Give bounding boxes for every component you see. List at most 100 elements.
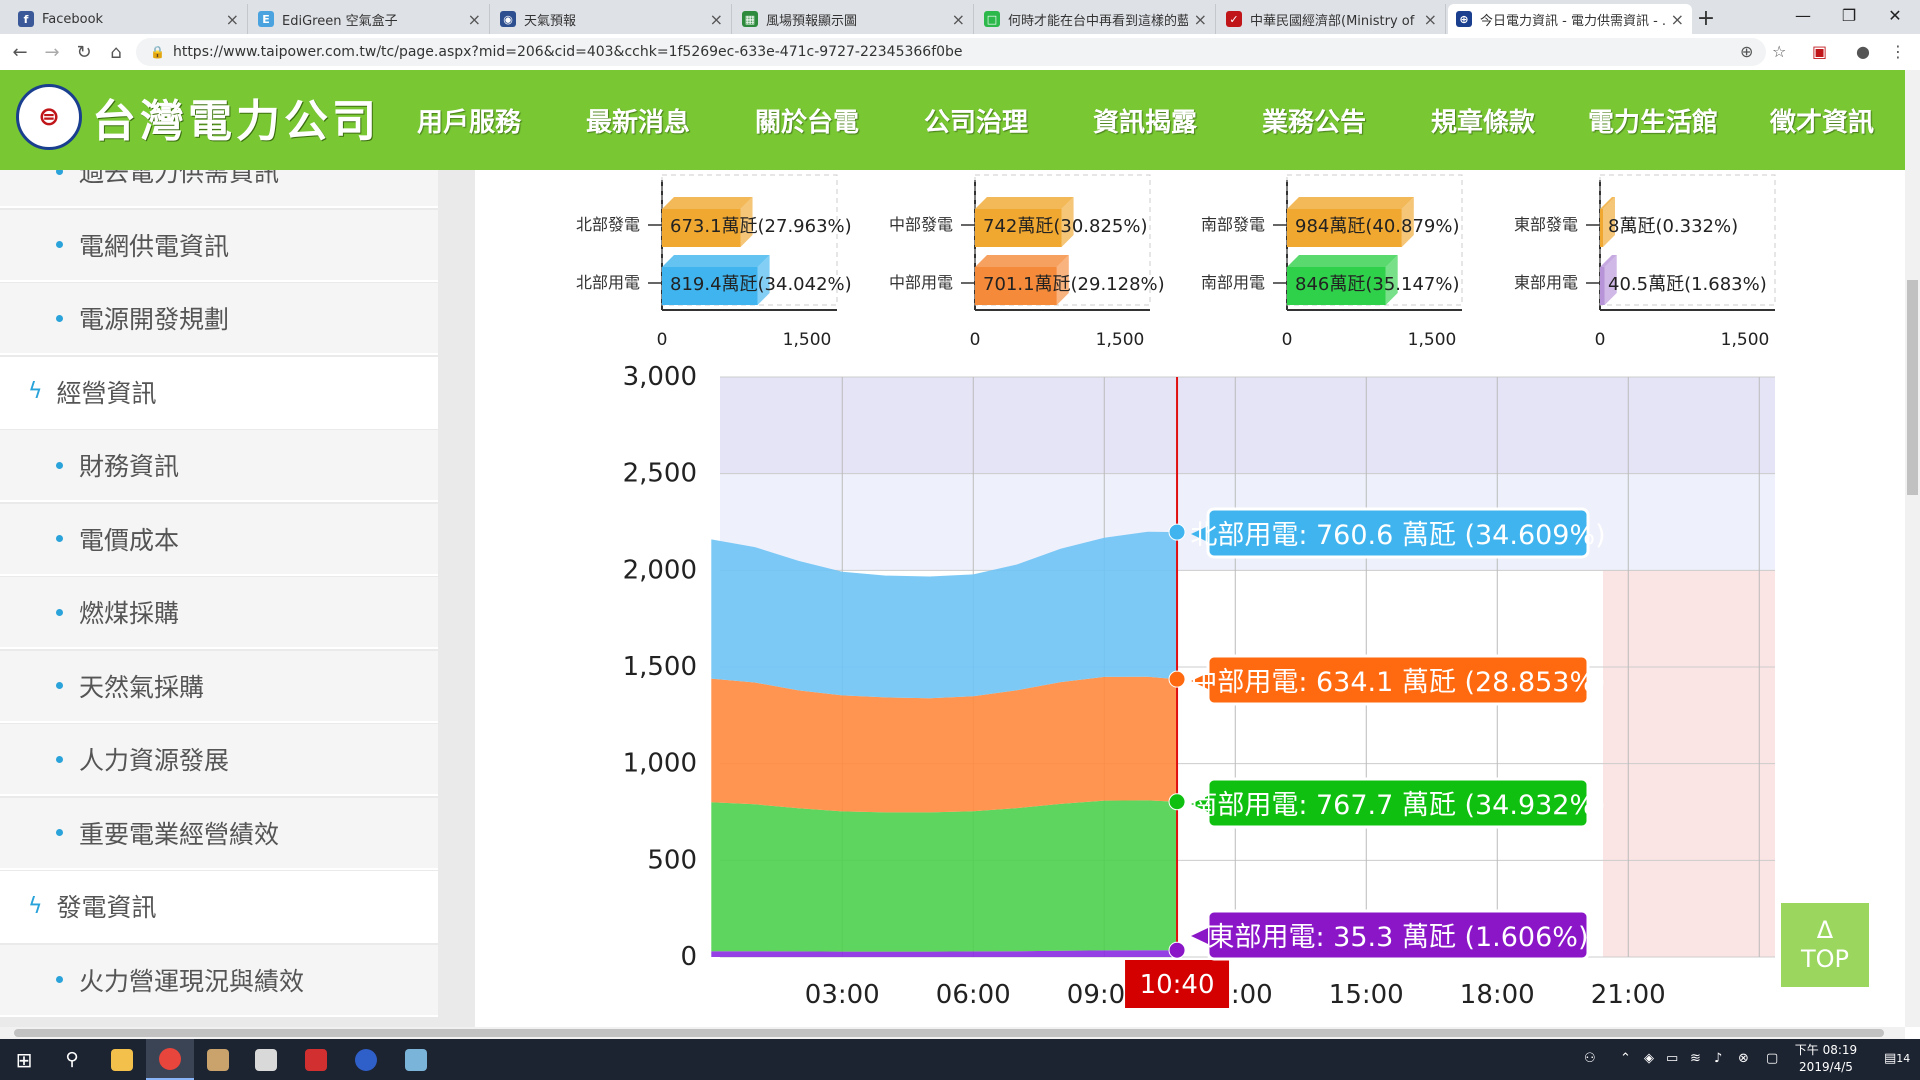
clock[interactable]: 下午 08:19 2019/4/5: [1790, 1042, 1862, 1076]
back-icon[interactable]: ←: [12, 41, 28, 63]
tray-chevron-icon[interactable]: ⌃: [1620, 1051, 1631, 1066]
site-header: [0, 70, 1920, 170]
app-doc-icon[interactable]: [392, 1039, 440, 1080]
bullet-icon: [56, 241, 63, 248]
sidebar-item[interactable]: 天然氣採購: [0, 650, 438, 723]
tray-close-icon[interactable]: ⊗: [1738, 1051, 1749, 1066]
bar-tick-label: 1,500: [1096, 330, 1145, 350]
nav-item[interactable]: 關於台電: [755, 108, 860, 138]
bookmark-star-icon[interactable]: ☆: [1772, 42, 1787, 61]
nav-item[interactable]: 電力生活館: [1588, 108, 1719, 138]
app-blue-circle-icon[interactable]: [342, 1039, 390, 1080]
volume-icon[interactable]: ♪: [1714, 1051, 1723, 1066]
battery-icon[interactable]: ▭: [1666, 1051, 1679, 1066]
app-red-icon[interactable]: [292, 1039, 340, 1080]
y-tick-label: 1,500: [623, 652, 697, 682]
tooltip-text: 東部用電: 35.3 萬瓩 (1.606%): [1208, 922, 1589, 953]
close-window-button[interactable]: ✕: [1888, 5, 1902, 25]
bar-tick-label: 0: [657, 330, 668, 350]
sidebar-item[interactable]: 火力營運現況與績效: [0, 944, 438, 1017]
nav-item[interactable]: 資訊揭露: [1093, 108, 1198, 138]
sidebar-label: 財務資訊: [79, 452, 180, 481]
sidebar-item[interactable]: 電源開發規劃: [0, 283, 438, 355]
browser-tab[interactable]: ▦ 風場預報顯示圖 ×: [734, 4, 974, 34]
bullet-icon: [56, 829, 63, 836]
close-tab-icon[interactable]: ×: [1670, 9, 1684, 29]
bar: [975, 267, 1057, 305]
menu-icon[interactable]: ⋮: [1890, 42, 1906, 61]
browser-tab[interactable]: □ 何時才能在台中再看到這樣的藍... ×: [976, 4, 1216, 34]
sidebar-item[interactable]: 過去電力供需資訊: [0, 170, 438, 208]
vertical-scroll-thumb[interactable]: [1907, 280, 1918, 495]
sidebar-item[interactable]: 財務資訊: [0, 430, 438, 502]
bar: [975, 209, 1062, 247]
browser-tab[interactable]: ✓ 中華民國經濟部(Ministry of Econ... ×: [1218, 4, 1446, 34]
wifi-icon[interactable]: ≋: [1690, 1051, 1701, 1066]
browser-tab[interactable]: E EdiGreen 空氣盒子 ×: [250, 4, 490, 34]
bar-3d-top: [975, 197, 1074, 209]
profile-icon[interactable]: ●: [1856, 42, 1870, 61]
minimize-button[interactable]: —: [1795, 5, 1811, 25]
bar-data-label: 40.5萬瓩(1.683%): [1608, 274, 1767, 295]
back-to-top-button[interactable]: Δ TOP: [1781, 903, 1869, 987]
y-tick-label: 2,000: [623, 555, 697, 585]
power-chart: 北部發電 673.1萬瓩(27.963%) 北部用電 819.4萬瓩(34.042%)…: [576, 174, 1776, 1010]
ime-icon[interactable]: ▢: [1766, 1051, 1779, 1066]
sidebar-label: 過去電力供需資訊: [79, 170, 280, 187]
bar-3d-top: [662, 255, 770, 267]
tooltip-marker: [1168, 793, 1186, 811]
close-tab-icon[interactable]: ×: [1423, 9, 1437, 29]
url-input[interactable]: 🔒 https://www.taipower.com.tw/tc/page.as…: [136, 38, 1766, 66]
home-icon[interactable]: ⌂: [110, 41, 122, 63]
sidebar-item[interactable]: 電價成本: [0, 503, 438, 576]
close-tab-icon[interactable]: ×: [709, 9, 723, 29]
bar-category-label: 中部發電: [889, 215, 953, 234]
tray-security-icon[interactable]: ◈: [1644, 1051, 1654, 1066]
new-tab-button[interactable]: +: [1696, 5, 1716, 31]
zoom-icon[interactable]: ⊕: [1740, 42, 1754, 61]
nav-item[interactable]: 公司治理: [924, 108, 1029, 138]
bar: [1287, 267, 1386, 305]
notification-icon[interactable]: ▤14: [1884, 1051, 1911, 1066]
close-tab-icon[interactable]: ×: [467, 9, 481, 29]
sidebar-item[interactable]: 重要電業經營績效: [0, 797, 438, 870]
reload-icon[interactable]: ↻: [76, 41, 92, 63]
nav-item[interactable]: 用戶服務: [417, 108, 522, 138]
close-tab-icon[interactable]: ×: [225, 9, 239, 29]
nav-item[interactable]: 規章條款: [1431, 108, 1536, 138]
top-label: TOP: [1800, 945, 1850, 973]
close-tab-icon[interactable]: ×: [951, 9, 965, 29]
close-tab-icon[interactable]: ×: [1193, 9, 1207, 29]
app-rabbit-icon[interactable]: [194, 1039, 242, 1080]
extension-icon[interactable]: ▣: [1812, 42, 1828, 61]
app-cloud-icon[interactable]: [242, 1039, 290, 1080]
tab-title: Facebook: [42, 11, 104, 27]
nav-item[interactable]: 徵才資訊: [1770, 108, 1875, 138]
browser-tab[interactable]: ◉ 天氣預報 ×: [492, 4, 732, 34]
y-tick-label: 500: [647, 845, 697, 875]
sidebar-item[interactable]: 人力資源發展: [0, 724, 438, 796]
nav-item[interactable]: 業務公告: [1262, 108, 1367, 138]
forward-icon[interactable]: →: [44, 41, 60, 63]
maximize-button[interactable]: ❐: [1841, 5, 1857, 25]
nav-item[interactable]: 最新消息: [586, 108, 691, 138]
chrome-icon[interactable]: [146, 1039, 194, 1080]
windows-start-icon[interactable]: ⊞: [15, 1047, 33, 1072]
edigreen-icon: E: [258, 11, 274, 27]
browser-tab[interactable]: f Facebook ×: [10, 4, 248, 34]
sidebar-category[interactable]: ϟ 發電資訊: [0, 871, 438, 943]
sidebar-item[interactable]: 電網供電資訊: [0, 209, 438, 282]
bar-category-label: 東部用電: [1514, 273, 1578, 292]
people-icon[interactable]: ⚇: [1584, 1051, 1596, 1066]
search-icon[interactable]: ⚲: [65, 1049, 79, 1070]
file-explorer-icon[interactable]: [98, 1039, 146, 1080]
sidebar-category[interactable]: ϟ 經營資訊: [0, 356, 438, 429]
bar-3d-side: [1401, 197, 1414, 247]
time-cursor-label: 10:40: [1140, 970, 1215, 1000]
bar-3d-side: [1385, 255, 1398, 305]
taipower-logo[interactable]: ⊜ 台灣電力公司: [16, 84, 380, 150]
sidebar-item[interactable]: 燃煤採購: [0, 577, 438, 649]
browser-tab[interactable]: ⊕ 今日電力資訊 - 電力供需資訊 - ... ×: [1448, 4, 1692, 34]
horizontal-scroll-thumb[interactable]: [14, 1029, 1884, 1037]
vertical-scrollbar[interactable]: [1905, 70, 1920, 1027]
